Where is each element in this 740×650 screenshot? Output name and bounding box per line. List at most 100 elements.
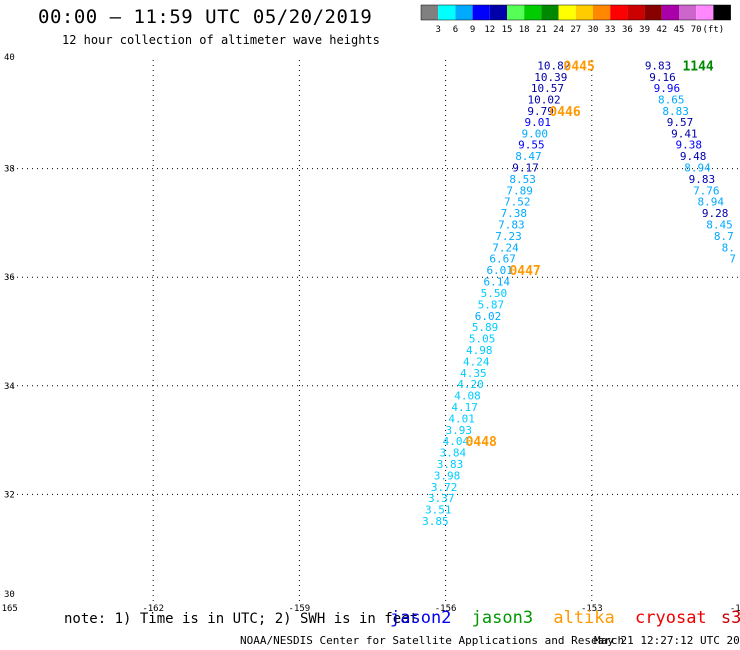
data-label-altika: 5.50 bbox=[481, 287, 508, 300]
data-label-altika: 10.82 bbox=[537, 59, 570, 72]
data-label-altika: 4.24 bbox=[463, 355, 490, 368]
timestamp: May 21 12:27:12 UTC 2019 bbox=[594, 634, 740, 647]
data-label-altika: 9.79 bbox=[527, 105, 554, 118]
color-scale-label: 27 bbox=[570, 25, 581, 35]
color-scale-label: 3 bbox=[435, 25, 440, 35]
data-label-jason3: 9.16 bbox=[649, 71, 676, 84]
data-label-jason3: 9.28 bbox=[702, 207, 729, 220]
color-scale-label: 18 bbox=[519, 25, 530, 35]
data-label-altika: 7.83 bbox=[498, 219, 525, 232]
credit-line: NOAA/NESDIS Center for Satellite Applica… bbox=[240, 634, 625, 647]
color-scale-label: 33 bbox=[605, 25, 616, 35]
data-label-jason3: 8.83 bbox=[662, 105, 689, 118]
data-label-jason3: 8.45 bbox=[706, 219, 733, 232]
color-scale-swatch bbox=[593, 5, 611, 20]
data-label-altika: 3.37 bbox=[428, 492, 455, 505]
data-label-altika: 7.24 bbox=[492, 241, 519, 254]
data-label-jason3: 9.48 bbox=[680, 150, 707, 163]
data-label-altika: 4.35 bbox=[460, 367, 487, 380]
data-label-altika: 7.89 bbox=[506, 184, 533, 197]
legend-item-jason2: jason2 bbox=[390, 608, 452, 628]
time-annotation: 1144 bbox=[682, 59, 713, 74]
data-label-altika: 3.93 bbox=[446, 424, 473, 437]
data-label-altika: 3.98 bbox=[434, 469, 461, 482]
data-label-altika: 6.02 bbox=[475, 310, 502, 323]
page-subtitle: 12 hour collection of altimeter wave hei… bbox=[62, 33, 380, 47]
data-label-jason3: 8.94 bbox=[684, 162, 711, 175]
color-scale-label: 42 bbox=[656, 25, 667, 35]
data-label-altika: 7.23 bbox=[495, 230, 522, 243]
data-label-jason3: 9.57 bbox=[667, 116, 694, 129]
color-scale-swatch bbox=[627, 5, 645, 20]
color-scale-swatch bbox=[713, 5, 731, 20]
color-scale-label: 21 bbox=[536, 25, 547, 35]
chart-note: note: 1) Time is in UTC; 2) SWH is in fe… bbox=[64, 611, 419, 627]
data-label-altika: 4.20 bbox=[457, 378, 484, 391]
color-scale-swatch bbox=[472, 5, 490, 20]
data-label-jason3: 8.7 bbox=[714, 230, 734, 243]
color-scale-swatch bbox=[541, 5, 559, 20]
color-scale-frame bbox=[420, 4, 731, 21]
x-tick-label: -15 bbox=[730, 604, 740, 614]
data-label-altika: 3.72 bbox=[431, 481, 458, 494]
data-label-jason3: 9.41 bbox=[671, 127, 698, 140]
color-scale-swatch bbox=[661, 5, 679, 20]
color-scale-swatch bbox=[610, 5, 628, 20]
data-label-altika: 10.02 bbox=[527, 94, 560, 107]
color-scale-swatch bbox=[455, 5, 473, 20]
data-label-jason3: 8. bbox=[722, 241, 735, 254]
data-label-altika: 5.87 bbox=[478, 298, 505, 311]
color-scale-label: 24 bbox=[553, 25, 564, 35]
x-tick-label: -165 bbox=[0, 604, 18, 614]
data-label-jason3: 9.83 bbox=[689, 173, 716, 186]
legend-item-s3a: s3a bbox=[720, 608, 740, 628]
time-annotation: 0445 bbox=[564, 59, 595, 74]
data-label-altika: 7.38 bbox=[501, 207, 528, 220]
color-scale-label: (ft) bbox=[703, 25, 725, 35]
y-tick-label: 32 bbox=[4, 490, 15, 500]
y-tick-label: 30 bbox=[4, 590, 15, 600]
data-label-altika: 4.98 bbox=[466, 344, 493, 357]
data-label-altika: 4.08 bbox=[454, 390, 481, 403]
data-label-altika: 9.17 bbox=[512, 162, 539, 175]
y-tick-label: 38 bbox=[4, 165, 15, 175]
data-label-altika: 9.00 bbox=[522, 127, 549, 140]
data-label-altika: 5.89 bbox=[472, 321, 499, 334]
color-scale-label: 6 bbox=[453, 25, 458, 35]
data-label-jason3: 8.65 bbox=[658, 94, 685, 107]
color-scale-label: 36 bbox=[622, 25, 633, 35]
data-label-altika: 5.05 bbox=[469, 333, 496, 346]
color-scale-swatch bbox=[575, 5, 593, 20]
color-scale-swatch bbox=[524, 5, 542, 20]
color-scale-label: 70 bbox=[691, 25, 702, 35]
legend-item-cryosat: cryosat bbox=[635, 608, 707, 628]
data-label-jason3: 7 bbox=[729, 253, 736, 266]
color-scale-label: 12 bbox=[484, 25, 495, 35]
y-tick-label: 34 bbox=[4, 382, 15, 392]
y-tick-label: 40 bbox=[4, 53, 15, 63]
color-scale-label: 30 bbox=[588, 25, 599, 35]
data-label-altika: 4.17 bbox=[451, 401, 478, 414]
data-label-altika: 7.52 bbox=[504, 196, 531, 209]
color-scale-label: 39 bbox=[639, 25, 650, 35]
data-label-altika: 10.39 bbox=[534, 71, 567, 84]
color-scale-swatch bbox=[507, 5, 525, 20]
color-scale-swatch bbox=[558, 5, 576, 20]
x-tick-label: -159 bbox=[289, 604, 311, 614]
x-tick-label: -153 bbox=[581, 604, 603, 614]
y-tick-label: 36 bbox=[4, 273, 15, 283]
data-label-jason3: 9.83 bbox=[645, 59, 672, 72]
color-scale-swatch bbox=[438, 5, 456, 20]
time-annotation: 0446 bbox=[549, 105, 580, 120]
color-scale-swatch bbox=[421, 5, 439, 20]
color-scale-label: 9 bbox=[470, 25, 475, 35]
legend-item-altika: altika bbox=[553, 608, 615, 628]
data-label-jason3: 7.76 bbox=[693, 184, 720, 197]
x-tick-label: -162 bbox=[142, 604, 164, 614]
color-scale-label: 15 bbox=[502, 25, 513, 35]
data-label-altika: 6.14 bbox=[484, 276, 511, 289]
color-scale-label: 45 bbox=[674, 25, 685, 35]
data-label-altika: 10.57 bbox=[531, 82, 564, 95]
time-annotation: 0448 bbox=[466, 435, 497, 450]
data-label-altika: 4.01 bbox=[448, 412, 475, 425]
